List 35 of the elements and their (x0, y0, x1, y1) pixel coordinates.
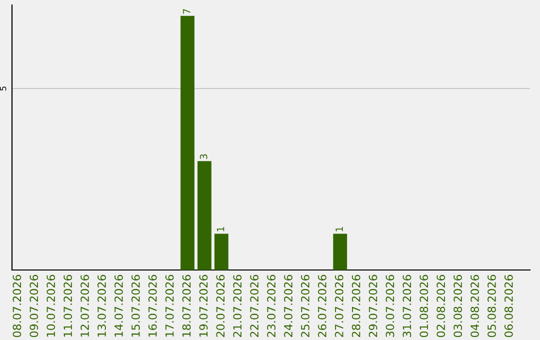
y-tick-label: 5 (0, 86, 6, 90)
x-tick-label: 05.08.2026 (488, 274, 496, 338)
x-tick-label: 03.08.2026 (454, 274, 462, 338)
x-tick-label: 15.07.2026 (131, 274, 140, 337)
x-tick-label: 08.07.2026 (12, 274, 22, 338)
data-label: 1 (217, 227, 224, 232)
data-label: 7 (183, 9, 190, 14)
data-label: 1 (336, 227, 343, 232)
x-tick-label: 26.07.2026 (318, 274, 326, 337)
x-tick-label: 19.07.2026 (199, 274, 208, 337)
x-tick-label: 14.07.2026 (114, 274, 123, 337)
x-tick-label: 25.07.2026 (301, 274, 310, 337)
x-tick-label: 30.07.2026 (386, 274, 394, 337)
x-tick-label: 22.07.2026 (250, 274, 259, 337)
x-tick-label: 27.07.2026 (334, 274, 344, 337)
x-tick-label: 02.08.2026 (436, 274, 446, 338)
x-tick-label: 10.07.2026 (46, 274, 56, 337)
x-tick-label: 12.07.2026 (80, 274, 89, 337)
x-tick-label: 16.07.2026 (148, 274, 157, 337)
x-tick-label: 01.08.2026 (420, 274, 428, 338)
x-tick-label: 09.07.2026 (30, 274, 38, 338)
x-tick-label: 24.07.2026 (284, 274, 292, 337)
x-tick-label: 23.07.2026 (267, 274, 276, 337)
x-tick-label: 20.07.2026 (216, 274, 225, 337)
x-tick-label: 21.07.2026 (233, 274, 242, 337)
x-tick-label: 04.08.2026 (470, 274, 479, 338)
x-tick-label: 18.07.2026 (182, 274, 191, 337)
x-tick-label: 06.08.2026 (504, 274, 513, 338)
data-label: 3 (200, 154, 208, 159)
x-tick-label: 28.07.2026 (352, 274, 360, 337)
x-tick-label: 17.07.2026 (165, 274, 174, 337)
x-tick-label: 31.07.2026 (402, 274, 412, 337)
x-tick-label: 13.07.2026 (98, 274, 106, 337)
x-tick-label: 29.07.2026 (368, 274, 378, 337)
x-tick-label: 11.07.2026 (64, 274, 72, 337)
